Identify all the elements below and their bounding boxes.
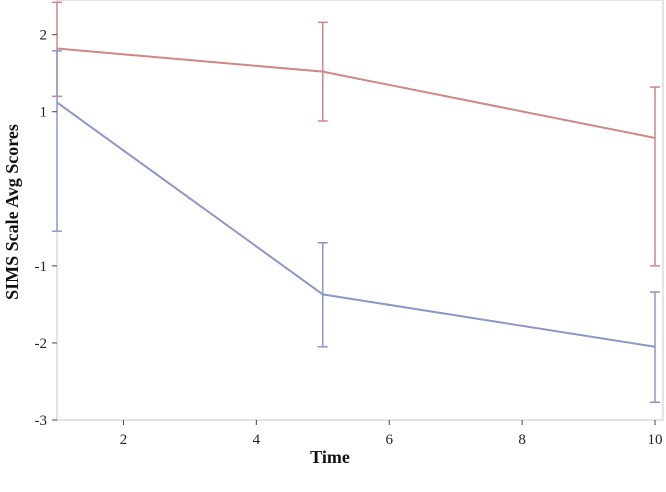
y-tick-label: 2	[40, 28, 48, 44]
series-line-2	[56, 101, 656, 348]
y-axis-title: SIMS Scale Avg Scores	[2, 124, 22, 300]
series-line-1	[56, 47, 656, 139]
error-bars	[52, 1, 660, 404]
x-tick-label: 6	[385, 432, 393, 448]
x-tick-label: 8	[518, 432, 526, 448]
y-tick-label: -3	[35, 413, 48, 429]
x-axis-title: Time	[310, 447, 350, 467]
y-tick-label: 1	[40, 105, 48, 121]
plot-frame	[56, 0, 664, 421]
x-tick-label: 10	[648, 432, 663, 448]
x-tick-label: 2	[120, 432, 128, 448]
x-axis: 2 4 6 8 10	[120, 420, 663, 448]
y-tick-label: -1	[35, 259, 48, 275]
series-lines	[56, 47, 656, 348]
x-tick-label: 4	[253, 432, 261, 448]
y-tick-label: -2	[35, 336, 48, 352]
y-axis: -3 -2 -1 1 2	[35, 28, 57, 429]
